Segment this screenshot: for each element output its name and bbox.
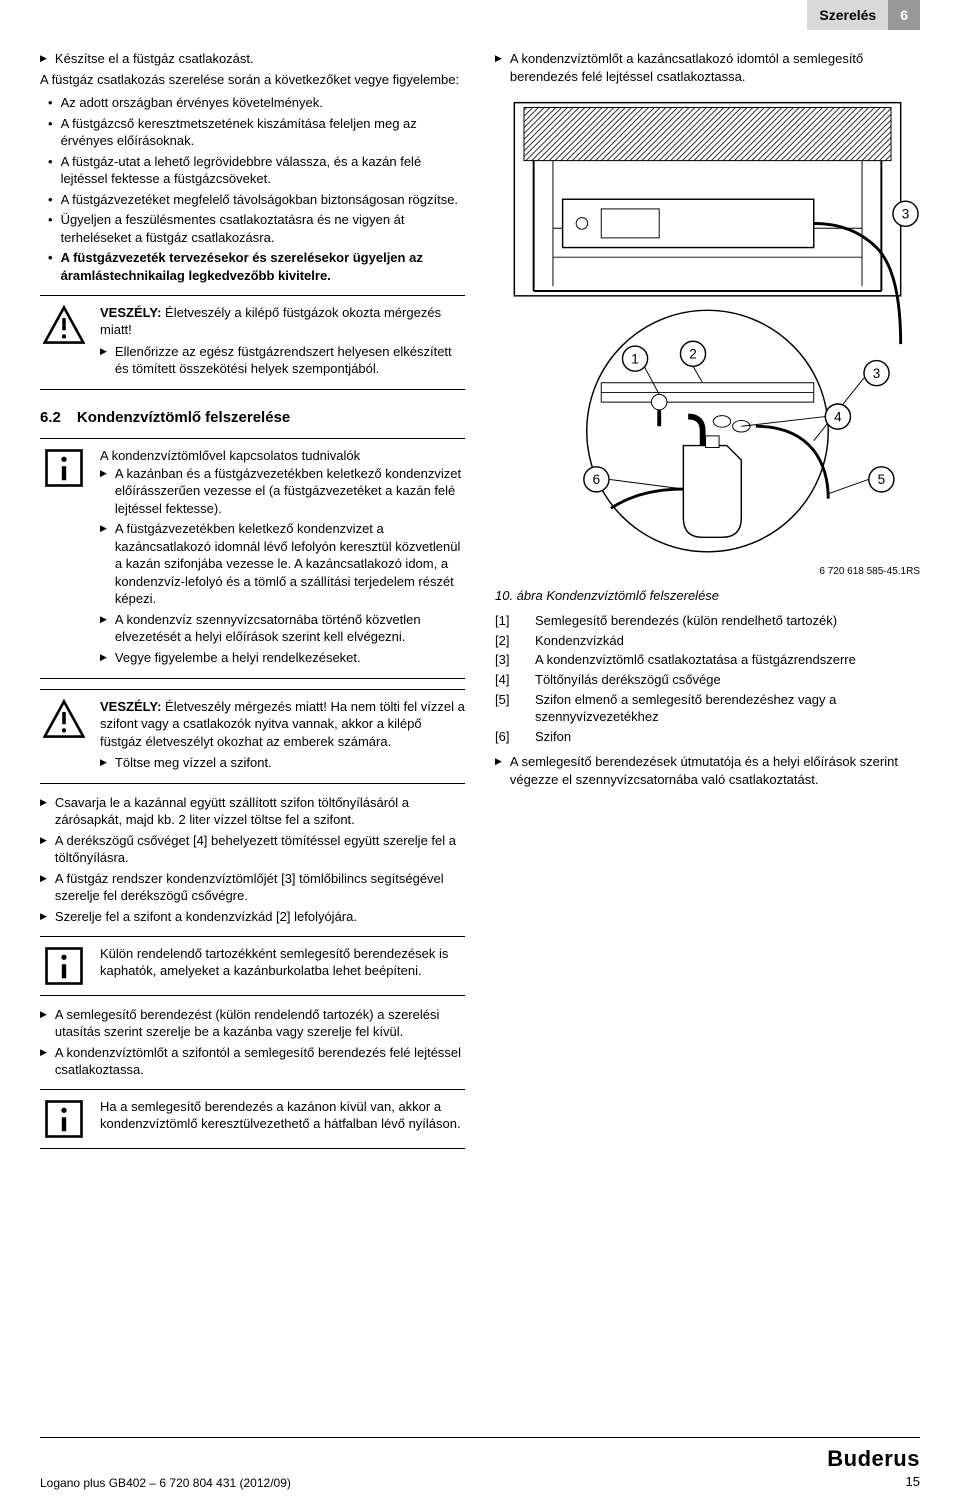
final-bullet: A semlegesítő berendezések útmutatója és… (495, 753, 920, 788)
callout-1: 1 (631, 352, 639, 367)
info-text: Ha a semlegesítő berendezés a kazánon kí… (100, 1098, 465, 1140)
legend-row: [6]Szifon (495, 728, 920, 746)
page-footer: Logano plus GB402 – 6 720 804 431 (2012/… (40, 1437, 920, 1491)
info-box: Külön rendelendő tartozékként semlegesít… (40, 936, 465, 996)
info-bullet: A füstgázvezetékben keletkező kondenzviz… (100, 520, 465, 608)
step: Szerelje fel a szifont a kondenzvízkád [… (40, 908, 465, 926)
point: A füstgáz-utat a lehető legrövidebbre vá… (40, 153, 465, 188)
callout-2: 2 (689, 347, 697, 362)
point: Ügyeljen a feszülésmentes csatlakoztatás… (40, 211, 465, 246)
footer-doc: Logano plus GB402 – 6 720 804 431 (2012/… (40, 1475, 291, 1491)
callout-3a: 3 (902, 207, 910, 222)
step: A füstgáz rendszer kondenzvíztömlőjét [3… (40, 870, 465, 905)
legend-row: [3]A kondenzvíztömlő csatlakoztatása a f… (495, 651, 920, 669)
footer-brand: Buderus (827, 1444, 920, 1474)
point-bold: A füstgázvezeték tervezésekor és szerelé… (40, 249, 465, 284)
info-text: Külön rendelendő tartozékként semlegesít… (100, 945, 465, 987)
info-lead: A kondenzvíztömlővel kapcsolatos tudniva… (100, 447, 465, 465)
section-num: 6.2 (40, 408, 61, 428)
point: A füstgázcső keresztmetszetének kiszámít… (40, 115, 465, 150)
legend-row: [2]Kondenzvízkád (495, 632, 920, 650)
callout-5: 5 (878, 472, 886, 487)
callout-3b: 3 (873, 366, 881, 381)
callout-4: 4 (834, 409, 842, 424)
footer-page: 15 (827, 1473, 920, 1491)
legend-row: [4]Töltőnyílás derékszögű csővége (495, 671, 920, 689)
section-title: Kondenzvíztömlő felszerelése (77, 408, 290, 428)
page-header: Szerelés 6 (40, 0, 920, 30)
step: A semlegesítő berendezést (külön rendele… (40, 1006, 465, 1041)
step: Csavarja le a kazánnal együtt szállított… (40, 794, 465, 829)
warning-box: VESZÉLY: Életveszély a kilépő füstgázok … (40, 295, 465, 390)
warning-icon (40, 304, 88, 381)
warning-bullet: Ellenőrizze az egész füstgázrendszert he… (100, 343, 465, 378)
section-heading: 6.2 Kondenzvíztömlő felszerelése (40, 408, 465, 428)
warning-title: VESZÉLY: (100, 305, 161, 320)
warning-title: VESZÉLY: (100, 699, 161, 714)
step: A derékszögű csővéget [4] behelyezett tö… (40, 832, 465, 867)
top-bullet: A kondenzvíztömlőt a kazáncsatlakozó ido… (495, 50, 920, 85)
header-title: Szerelés (807, 0, 888, 30)
warning-icon (40, 698, 88, 775)
info-box: A kondenzvíztömlővel kapcsolatos tudniva… (40, 438, 465, 679)
figure-caption: 10. ábra Kondenzvíztömlő felszerelése (495, 587, 920, 605)
header-chapter: 6 (888, 0, 920, 30)
info-bullet: Vegye figyelembe a helyi rendelkezéseket… (100, 649, 465, 667)
warning-bullet: Töltse meg vízzel a szifont. (100, 754, 465, 772)
info-bullet: A kazánban és a füstgázvezetékben keletk… (100, 465, 465, 518)
info-icon (40, 447, 88, 670)
info-bullet: A kondenzvíz szennyvízcsatornába történő… (100, 611, 465, 646)
left-column: Készítse el a füstgáz csatlakozást. A fü… (40, 50, 465, 1159)
legend-row: [5]Szifon elmenő a semlegesítő berendezé… (495, 691, 920, 726)
right-column: A kondenzvíztömlőt a kazáncsatlakozó ido… (495, 50, 920, 1159)
intro-bullet: Készítse el a füstgáz csatlakozást. (40, 50, 465, 68)
info-icon (40, 945, 88, 987)
point: Az adott országban érvényes követelménye… (40, 94, 465, 112)
callout-6: 6 (593, 472, 601, 487)
figure-ref: 6 720 618 585-45.1RS (495, 565, 920, 579)
info-icon (40, 1098, 88, 1140)
step: A kondenzvíztömlőt a szifontól a semlege… (40, 1044, 465, 1079)
info-box: Ha a semlegesítő berendezés a kazánon kí… (40, 1089, 465, 1149)
intro-para: A füstgáz csatlakozás szerelése során a … (40, 71, 465, 89)
legend-row: [1]Semlegesítő berendezés (külön rendelh… (495, 612, 920, 630)
point: A füstgázvezetéket megfelelő távolságokb… (40, 191, 465, 209)
figure-diagram: 3 (495, 93, 920, 579)
warning-box: VESZÉLY: Életveszély mérgezés miatt! Ha … (40, 689, 465, 784)
